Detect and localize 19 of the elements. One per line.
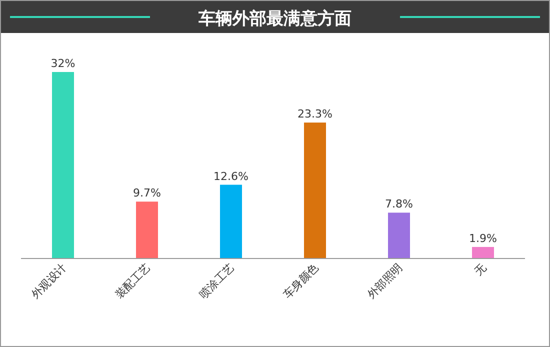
bar xyxy=(220,184,242,258)
x-tick-label: 车身颜色 xyxy=(280,260,322,302)
bar xyxy=(136,202,158,258)
x-tick-label: 装配工艺 xyxy=(112,260,154,302)
bar xyxy=(52,72,74,258)
data-label: 7.8% xyxy=(385,198,413,211)
chart-title: 车辆外部最满意方面 xyxy=(198,9,352,29)
data-label: 23.3% xyxy=(298,108,332,121)
data-label: 12.6% xyxy=(214,170,248,183)
x-tick-label: 喷涂工艺 xyxy=(196,260,238,302)
x-tick-label: 无 xyxy=(472,260,490,278)
data-label: 32% xyxy=(50,57,76,70)
data-label: 1.9% xyxy=(469,232,497,245)
data-label: 9.7% xyxy=(133,186,161,200)
bar xyxy=(304,122,326,258)
bar xyxy=(388,212,410,258)
bar xyxy=(472,246,494,258)
x-tick-label: 外观设计 xyxy=(28,260,70,302)
x-tick-label: 外部照明 xyxy=(364,260,406,302)
